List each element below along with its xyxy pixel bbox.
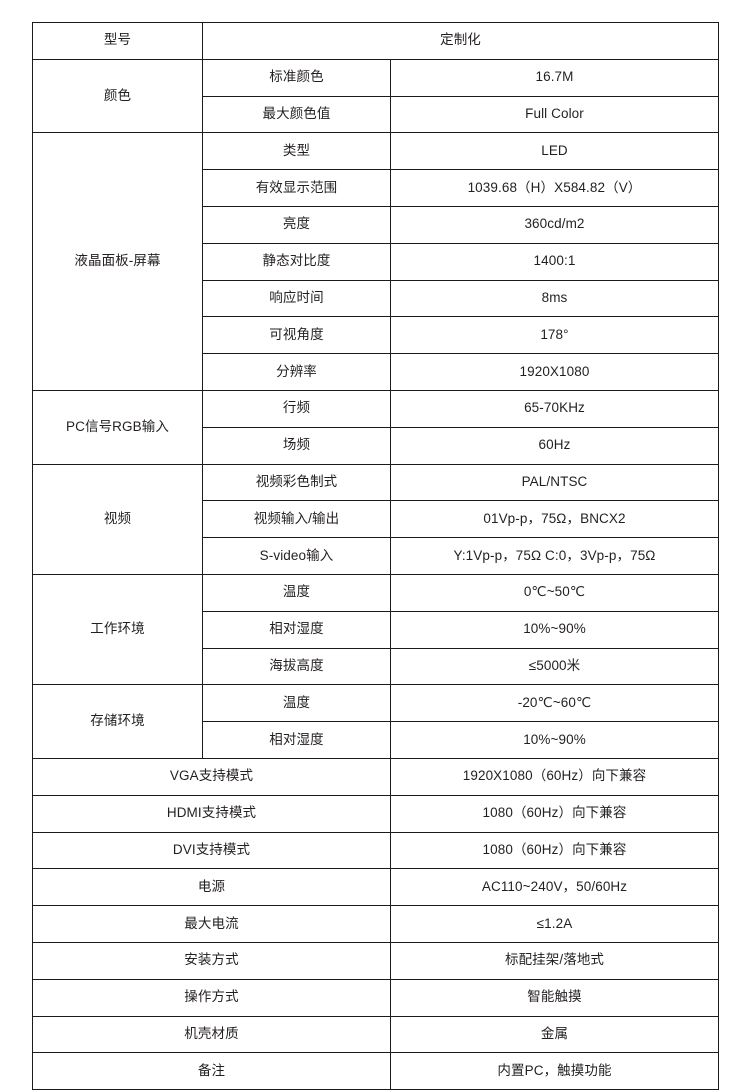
category-label: 颜色 xyxy=(32,58,203,134)
row-value: ≤1.2A xyxy=(390,905,719,943)
row-label: 操作方式 xyxy=(32,978,391,1017)
field-label: 有效显示范围 xyxy=(202,169,391,207)
table-row: 最大颜色值 Full Color xyxy=(33,95,719,134)
field-label: 海拔高度 xyxy=(202,647,391,686)
row-value-text: 定制化 xyxy=(440,32,481,48)
table-row: 有效显示范围 1039.68（H）X584.82（V） xyxy=(33,169,719,207)
category-label: PC信号RGB输入 xyxy=(32,389,203,465)
row-value: 内置PC，触摸功能 xyxy=(390,1052,719,1090)
row-label: 机壳材质 xyxy=(32,1015,391,1054)
field-label: 分辨率 xyxy=(202,353,391,391)
category-label: 视频 xyxy=(32,463,203,575)
table-row: 液晶面板-屏幕 类型 LED xyxy=(32,132,719,391)
field-value: 16.7M xyxy=(390,58,719,97)
field-label: 标准颜色 xyxy=(202,58,391,97)
field-label: 可视角度 xyxy=(202,316,391,355)
field-value: 1400:1 xyxy=(390,242,719,281)
row-label: HDMI支持模式 xyxy=(32,794,391,833)
table-row: 可视角度 178° xyxy=(33,316,719,355)
table-row: 存储环境 温度 -20℃~60℃ xyxy=(32,684,719,759)
table-row: PC信号RGB输入 行频 65-70KHz xyxy=(32,389,719,465)
table-row: 视频 视频彩色制式 PAL/NTSC xyxy=(32,463,719,575)
table-row: 最大电流 ≤1.2A xyxy=(32,905,719,943)
field-label: 相对湿度 xyxy=(202,721,391,759)
row-value: 标配挂架/落地式 xyxy=(390,941,719,980)
field-value: 0℃~50℃ xyxy=(390,573,719,612)
row-label: 最大电流 xyxy=(32,905,391,943)
field-label: 视频输入/输出 xyxy=(202,500,391,539)
field-value: 178° xyxy=(390,316,719,355)
field-value: Full Color xyxy=(390,95,719,134)
field-label: 类型 xyxy=(202,132,391,171)
field-label: 温度 xyxy=(202,573,391,612)
category-label: 液晶面板-屏幕 xyxy=(32,132,203,391)
field-label: S-video输入 xyxy=(202,537,391,575)
field-value: 8ms xyxy=(390,279,719,318)
table-row: 备注 内置PC，触摸功能 xyxy=(32,1052,719,1090)
field-label: 相对湿度 xyxy=(202,610,391,649)
row-value: 智能触摸 xyxy=(390,978,719,1017)
field-label: 温度 xyxy=(202,684,391,723)
row-value: 1080（60Hz）向下兼容 xyxy=(390,794,719,833)
table-row: 工作环境 温度 0℃~50℃ xyxy=(32,573,719,686)
category-label: 存储环境 xyxy=(32,684,203,759)
row-value: 1080（60Hz）向下兼容 xyxy=(390,831,719,870)
row-value: 1920X1080（60Hz）向下兼容 xyxy=(390,757,719,796)
row-label: 电源 xyxy=(32,868,391,907)
row-label: VGA支持模式 xyxy=(32,757,391,796)
table-row: 机壳材质 金属 xyxy=(32,1015,719,1054)
table-row: 电源 AC110~240V，50/60Hz xyxy=(32,868,719,907)
field-value: -20℃~60℃ xyxy=(390,684,719,723)
field-label: 场频 xyxy=(202,426,391,465)
table-row: 亮度 360cd/m2 xyxy=(33,205,719,244)
table-row: 响应时间 8ms xyxy=(33,279,719,318)
table-row: 相对湿度 10%~90% xyxy=(33,721,719,759)
table-row: 场频 60Hz xyxy=(33,426,719,465)
field-value: Y:1Vp-p，75Ω C:0，3Vp-p，75Ω xyxy=(390,537,719,575)
field-label: 行频 xyxy=(202,389,391,428)
row-label: DVI支持模式 xyxy=(32,831,391,870)
row-label: 型号 xyxy=(32,22,203,60)
table-row: S-video输入 Y:1Vp-p，75Ω C:0，3Vp-p，75Ω xyxy=(33,537,719,575)
field-value: 10%~90% xyxy=(390,721,719,759)
field-label: 响应时间 xyxy=(202,279,391,318)
table-row: HDMI支持模式 1080（60Hz）向下兼容 xyxy=(32,794,719,833)
table-row: 安装方式 标配挂架/落地式 xyxy=(32,941,719,980)
category-label: 工作环境 xyxy=(32,573,203,686)
table-row: 相对湿度 10%~90% xyxy=(33,610,719,649)
field-label: 静态对比度 xyxy=(202,242,391,281)
field-value: 65-70KHz xyxy=(390,389,719,428)
row-value: 定制化 xyxy=(202,22,719,60)
field-value: 60Hz xyxy=(390,426,719,465)
table-row: 型号 定制化 xyxy=(32,22,719,60)
field-value: 1039.68（H）X584.82（V） xyxy=(390,169,719,207)
field-value: LED xyxy=(390,132,719,171)
table-row: 视频输入/输出 01Vp-p，75Ω，BNCX2 xyxy=(33,500,719,539)
table-row: VGA支持模式 1920X1080（60Hz）向下兼容 xyxy=(32,757,719,796)
field-value: 360cd/m2 xyxy=(390,205,719,244)
field-label: 视频彩色制式 xyxy=(202,463,391,502)
field-label: 最大颜色值 xyxy=(202,95,391,134)
field-label: 亮度 xyxy=(202,205,391,244)
row-label: 备注 xyxy=(32,1052,391,1090)
product-specification-table: 型号 定制化 颜色 标准颜色 16.7M 最大颜色值 Full Color 液晶面板-屏幕 类型… xyxy=(32,22,719,1090)
row-label: 安装方式 xyxy=(32,941,391,980)
field-value: PAL/NTSC xyxy=(390,463,719,502)
row-value: 金属 xyxy=(390,1015,719,1054)
table-row: 操作方式 智能触摸 xyxy=(32,978,719,1017)
table-row: 分辨率 1920X1080 xyxy=(33,353,719,391)
table-row: 海拔高度 ≤5000米 xyxy=(33,647,719,686)
field-value: 01Vp-p，75Ω，BNCX2 xyxy=(390,500,719,539)
row-value: AC110~240V，50/60Hz xyxy=(390,868,719,907)
table-row: 颜色 标准颜色 16.7M xyxy=(32,58,719,134)
field-value: 10%~90% xyxy=(390,610,719,649)
table-row: 静态对比度 1400:1 xyxy=(33,242,719,281)
field-value: 1920X1080 xyxy=(390,353,719,391)
field-value: ≤5000米 xyxy=(390,647,719,686)
table-row: DVI支持模式 1080（60Hz）向下兼容 xyxy=(32,831,719,870)
